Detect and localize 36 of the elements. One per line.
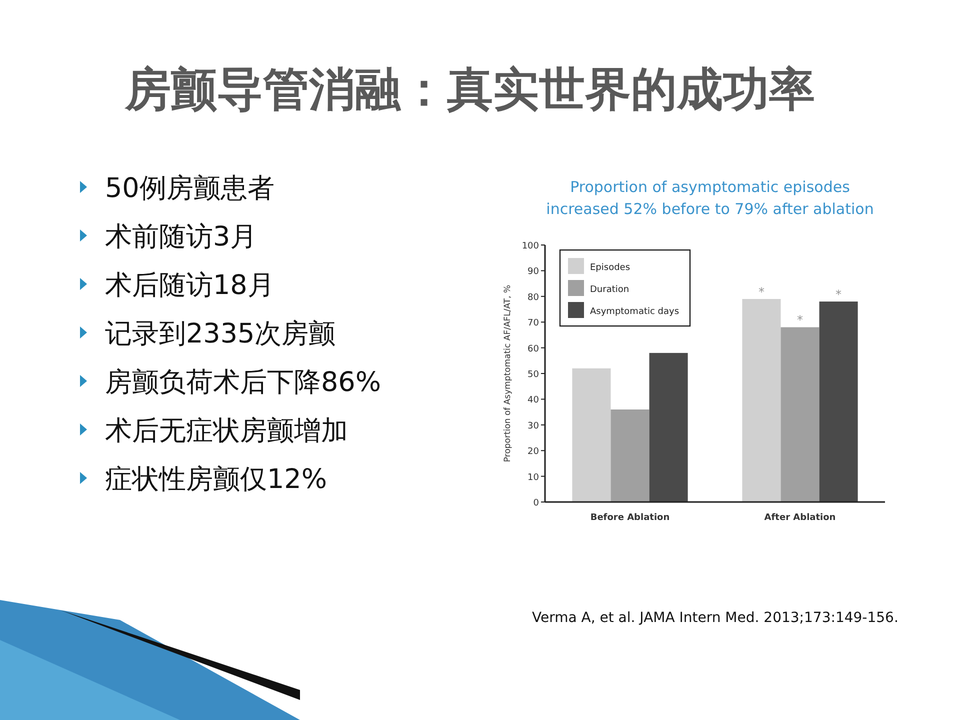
y-tick-label: 10	[528, 472, 540, 483]
text: 50例房颤患者	[105, 173, 274, 204]
bar	[819, 302, 858, 502]
bar	[610, 409, 650, 502]
x-tick-label: Before Ablation	[590, 513, 670, 523]
y-tick-label: 30	[528, 421, 540, 432]
legend-label: Episodes	[590, 263, 630, 273]
text: 术后随访18月	[105, 270, 274, 301]
annotation: *	[797, 313, 803, 328]
y-tick-label: 80	[528, 292, 540, 303]
annotation: *	[758, 284, 764, 299]
y-axis-title: Proportion of Asymptomatic AF/AFL/AT, %	[503, 284, 513, 462]
y-tick-label: 90	[528, 267, 540, 278]
y-tick-label: 70	[528, 318, 540, 329]
chart-subtitle: Proportion of asymptomatic episodes increased 52% before to 79% after ablation	[546, 178, 874, 218]
y-tick-label: 50	[528, 370, 540, 380]
bar	[742, 298, 781, 502]
annotation: *	[836, 288, 842, 302]
chart-title: 房颤导管消融：真实世界的成功率	[124, 62, 815, 116]
text: 记录到2335次房颤	[105, 318, 336, 350]
text: 术后无症状房颤增加	[105, 416, 348, 446]
y-tick-label: 0	[533, 498, 540, 508]
bar	[572, 368, 611, 502]
bar	[649, 352, 688, 502]
text: Verma A, et al. JAMA Intern Med. 2013;173:149-156.	[532, 610, 898, 626]
text: 术前随访3月	[105, 222, 258, 252]
legend-label: Duration	[590, 285, 630, 295]
legend-label: Asymptomatic days	[590, 307, 680, 317]
y-tick-label: 40	[528, 396, 540, 406]
x-tick-label: After Ablation	[764, 513, 836, 523]
y-tick-label: 60	[528, 344, 540, 354]
text: 房颤负荷术后下降86%	[105, 367, 382, 398]
y-tick-label: 20	[528, 447, 540, 458]
y-tick-label: 100	[522, 242, 540, 252]
bar	[780, 327, 820, 502]
text: 症状性房颤仅12%	[105, 464, 328, 495]
